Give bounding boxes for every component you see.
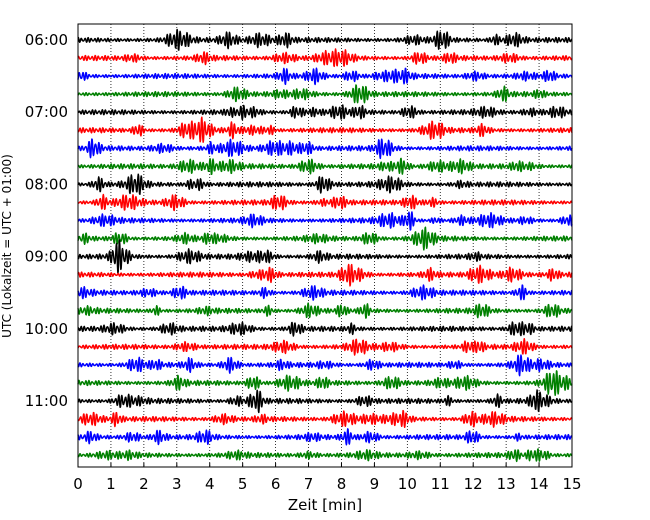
trace-1100 [77,389,573,414]
y-tick-label: 08:00 [25,175,68,193]
y-axis-label: UTC (Lokalzeit = UTC + 01:00) [0,154,14,338]
grid-lines [110,24,540,467]
x-axis-label: Zeit [min] [288,496,362,514]
x-tick-label: 9 [370,475,380,493]
x-tick-label: 0 [73,475,83,493]
x-tick-label: 3 [172,475,182,493]
y-tick-label: 10:00 [25,320,68,338]
trace-0745 [77,157,573,176]
trace-1030 [77,354,573,377]
trace-0830 [77,211,573,231]
trace-1115 [77,409,573,429]
y-tick-label: 11:00 [25,392,68,410]
trace-1015 [77,337,573,356]
trace-0800 [77,173,573,195]
y-tick-label: 07:00 [25,103,68,121]
trace-0700 [77,104,573,121]
x-tick-label: 10 [398,475,417,493]
x-tick-label: 8 [337,475,347,493]
trace-0815 [77,193,573,212]
trace-0945 [77,302,573,319]
x-tick-label: 7 [304,475,314,493]
trace-0630 [77,67,573,86]
y-axis-ticks: 06:00 07:00 08:00 09:00 10:00 11:00 [25,31,82,410]
x-tick-label: 15 [562,475,581,493]
x-tick-label: 11 [431,475,450,493]
x-tick-label: 1 [106,475,116,493]
plot-frame [77,23,573,468]
trace-0930 [77,284,573,301]
trace-0915 [77,263,573,287]
x-axis-ticks: 0 1 2 3 4 5 6 7 8 9 10 11 12 13 14 15 [73,463,582,493]
trace-0730 [77,138,573,160]
x-tick-label: 4 [205,475,215,493]
x-tick-label: 2 [139,475,149,493]
trace-0715 [77,116,573,143]
trace-0600 [77,28,573,51]
x-tick-label: 13 [497,475,516,493]
trace-0845 [77,226,573,251]
x-tick-label: 6 [271,475,281,493]
trace-0900 [77,239,573,274]
x-tick-label: 5 [238,475,248,493]
x-tick-label: 12 [464,475,483,493]
trace-0645 [77,84,573,104]
trace-1000 [77,321,573,337]
trace-1145 [77,448,573,463]
trace-0615 [77,48,573,68]
y-tick-label: 06:00 [25,31,68,49]
y-tick-label: 09:00 [25,248,68,266]
trace-1130 [77,428,573,446]
trace-1045 [77,370,573,396]
x-tick-label: 14 [530,475,549,493]
seismogram-traces [77,28,573,463]
